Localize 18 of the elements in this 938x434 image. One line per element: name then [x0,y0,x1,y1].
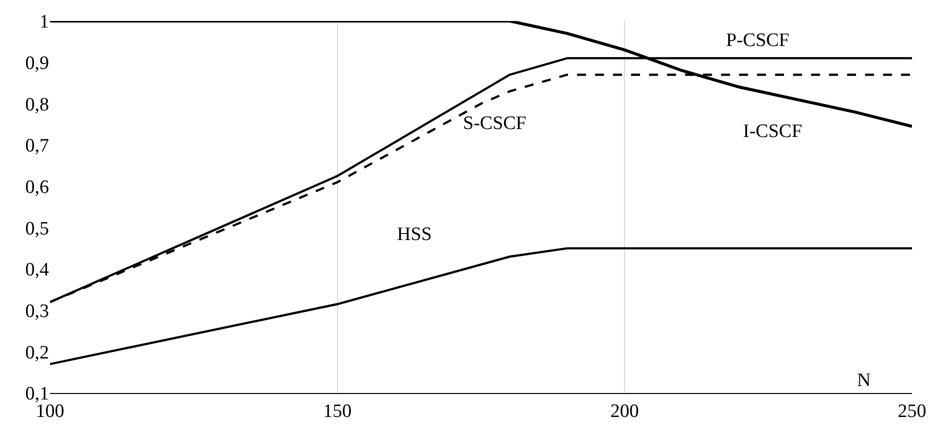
y-tick-label: 0,3 [25,300,49,322]
series-label: P-CSCF [726,30,790,51]
y-tick-label: 0,2 [25,342,49,364]
series-label: HSS [397,224,432,245]
x-tick-label: 150 [323,400,352,422]
y-tick-label: 0,6 [25,176,49,198]
y-tick-label: 0,5 [25,218,49,240]
line-series [50,247,912,366]
series-label: I-CSCF [743,121,802,142]
x-tick-label: 200 [610,400,639,422]
y-tick-label: 0,7 [25,136,49,157]
y-tick-label: 1 [40,12,49,33]
x-tick-label: 250 [898,400,926,422]
y-tick-label: 0,4 [25,260,50,281]
x-axis-title: N [857,370,871,391]
y-tick-label: 0,9 [25,52,49,74]
series-label: S-CSCF [463,113,526,134]
y-tick-label: 0,8 [25,94,49,116]
